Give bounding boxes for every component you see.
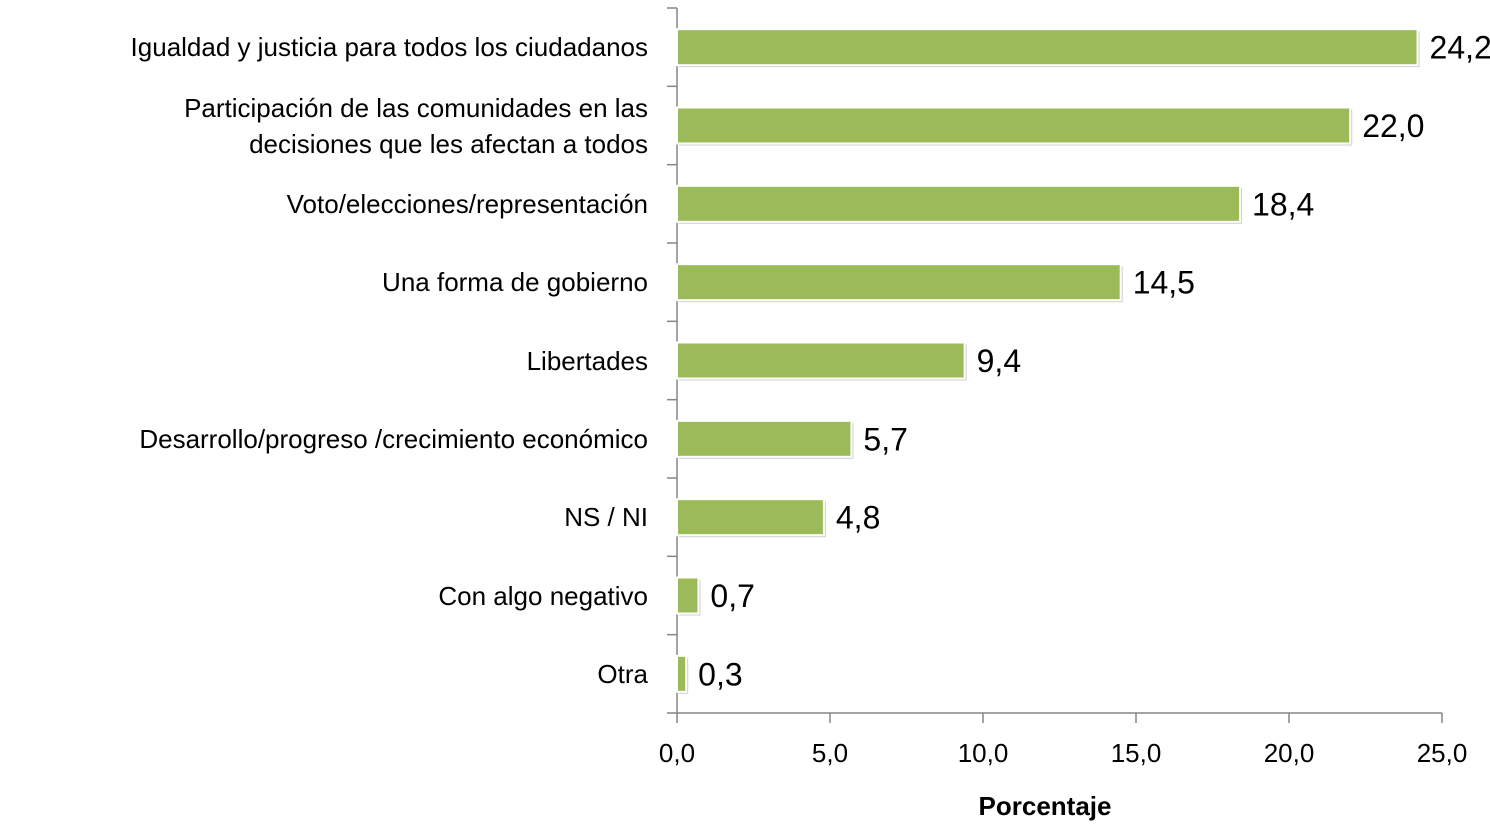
y-tick-label: Voto/elecciones/representación xyxy=(286,188,648,219)
bar xyxy=(676,28,1419,67)
bar xyxy=(676,184,1242,223)
value-label: 18,4 xyxy=(1252,186,1314,222)
x-tick-label: 5,0 xyxy=(812,738,848,768)
bar xyxy=(676,263,1122,302)
value-label: 0,7 xyxy=(710,578,754,614)
value-label: 24,2 xyxy=(1430,30,1490,66)
y-tick-label: Desarrollo/progreso /crecimiento económi… xyxy=(139,423,648,454)
value-label: 22,0 xyxy=(1362,108,1424,144)
x-tick-label: 0,0 xyxy=(659,738,695,768)
bar xyxy=(676,498,825,537)
value-label: 0,3 xyxy=(698,656,742,692)
value-label: 5,7 xyxy=(863,421,907,457)
y-tick-label: Libertades xyxy=(526,345,648,376)
x-tick-label: 15,0 xyxy=(1111,738,1162,768)
value-label: 4,8 xyxy=(836,500,880,536)
bar xyxy=(676,341,966,380)
y-tick-label: Participación de las comunidades en las … xyxy=(184,92,648,159)
bar xyxy=(676,654,688,693)
y-tick-label: Igualdad y justicia para todos los ciuda… xyxy=(130,32,648,63)
bar xyxy=(676,106,1352,145)
x-tick-label: 25,0 xyxy=(1417,738,1468,768)
value-label: 9,4 xyxy=(977,343,1021,379)
value-label: 14,5 xyxy=(1133,265,1195,301)
y-tick-label: NS / NI xyxy=(564,502,648,533)
y-tick-label: Otra xyxy=(597,658,648,689)
x-axis-title: Porcentaje xyxy=(979,791,1112,821)
bar xyxy=(676,419,853,458)
y-tick-label: Con algo negativo xyxy=(438,580,648,611)
y-tick-label: Una forma de gobierno xyxy=(382,267,648,298)
x-tick-label: 10,0 xyxy=(958,738,1009,768)
bar xyxy=(676,576,700,615)
x-tick-label: 20,0 xyxy=(1264,738,1315,768)
